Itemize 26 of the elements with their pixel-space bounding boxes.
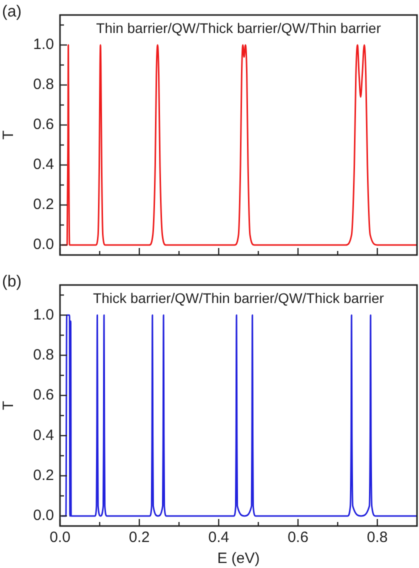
chart-title: Thin barrier/QW/Thick barrier/QW/Thin barrier	[96, 20, 382, 36]
x-tick-label: 0.0	[50, 529, 70, 546]
line-series	[60, 44, 417, 246]
x-axis-title: E (eV)	[217, 550, 260, 568]
line-series	[60, 314, 417, 517]
y-tick-label: 0.0	[33, 236, 54, 254]
text: (a)	[2, 3, 22, 20]
x-tick-label: 0.4	[208, 529, 230, 546]
y-tick-label: 0.6	[33, 116, 54, 134]
y-tick-label: 0.4	[33, 426, 54, 444]
y-axis-title: T	[0, 130, 18, 140]
y-tick-label: 0.6	[33, 386, 54, 404]
y-tick-label: 0.4	[33, 156, 54, 174]
x-tick-label: 0.2	[128, 529, 150, 546]
y-tick-label: 1.0	[33, 306, 54, 324]
x-tick-label: 0.6	[288, 529, 308, 546]
y-tick-label: 0.2	[33, 466, 54, 484]
y-tick-label: 0.8	[33, 76, 54, 94]
y-tick-label: 0.2	[33, 196, 54, 214]
text: (b)	[2, 273, 22, 290]
x-tick-label: 0.8	[366, 529, 388, 546]
y-tick-label: 0.8	[33, 346, 54, 364]
chart-title: Thick barrier/QW/Thin barrier/QW/Thick barrier	[93, 290, 384, 306]
y-tick-label: 0.0	[33, 507, 54, 524]
y-axis-title: T	[0, 400, 18, 410]
y-tick-label: 1.0	[33, 36, 54, 54]
